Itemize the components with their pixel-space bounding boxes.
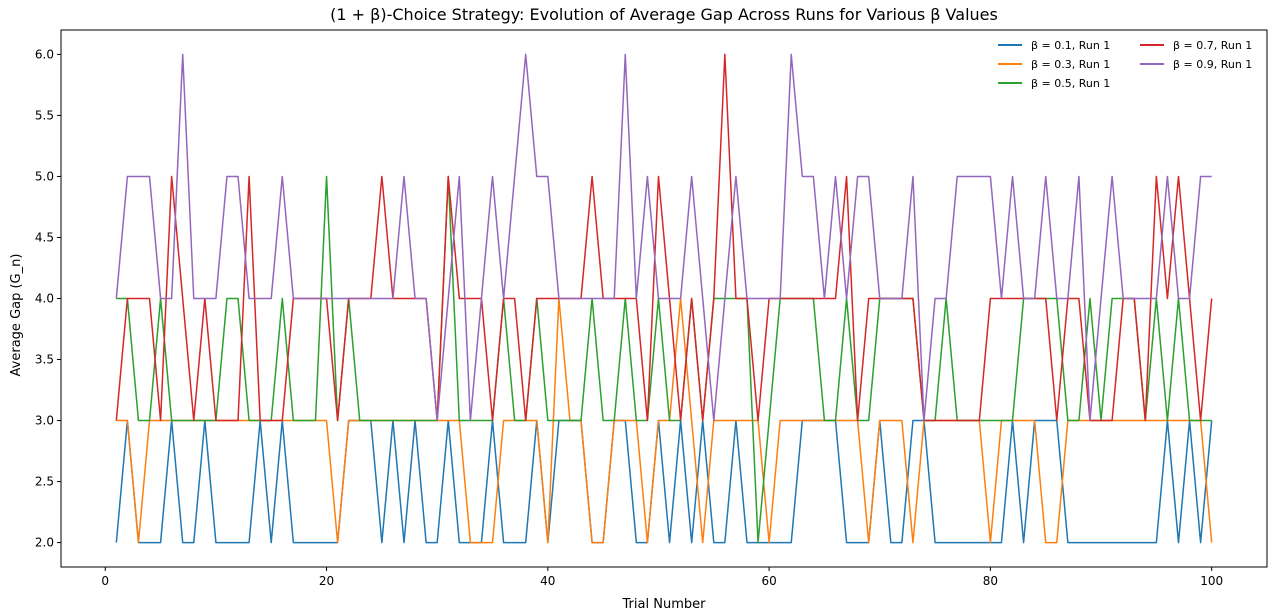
y-tick-label: 3.0 (35, 414, 54, 428)
chart-title: (1 + β)-Choice Strategy: Evolution of Av… (330, 5, 998, 24)
x-tick-label: 0 (101, 574, 109, 588)
y-tick-label: 4.0 (35, 292, 54, 306)
legend-entry: β = 0.7, Run 1 (1173, 39, 1252, 52)
plot-series-group (115, 53, 1213, 544)
y-tick-label: 5.5 (35, 108, 54, 122)
x-axis: 0 20 40 60 80 100 (101, 567, 1223, 588)
y-tick-label: 6.0 (35, 47, 54, 61)
y-tick-label: 3.5 (35, 353, 54, 367)
x-tick-label: 100 (1200, 574, 1223, 588)
legend: β = 0.1, Run 1 β = 0.3, Run 1 β = 0.5, Run… (998, 39, 1252, 90)
series-line-5 (115, 53, 1212, 422)
x-tick-label: 20 (319, 574, 334, 588)
x-tick-label: 60 (761, 574, 776, 588)
x-tick-label: 40 (540, 574, 555, 588)
legend-entry: β = 0.3, Run 1 (1031, 58, 1110, 71)
y-tick-label: 2.5 (35, 475, 54, 489)
y-tick-label: 5.0 (35, 169, 54, 183)
y-axis: 2.0 2.5 3.0 3.5 4.0 4.5 5.0 5.5 6.0 (35, 47, 61, 550)
series-line-1 (115, 419, 1213, 544)
x-tick-label: 80 (983, 574, 998, 588)
legend-entry: β = 0.5, Run 1 (1031, 77, 1110, 90)
legend-entry: β = 0.1, Run 1 (1031, 39, 1110, 52)
legend-entry: β = 0.9, Run 1 (1173, 58, 1252, 71)
y-axis-label: Average Gap (G_n) (9, 254, 24, 377)
y-tick-label: 4.5 (35, 230, 54, 244)
x-axis-label: Trial Number (622, 597, 707, 612)
y-tick-label: 2.0 (35, 536, 54, 550)
